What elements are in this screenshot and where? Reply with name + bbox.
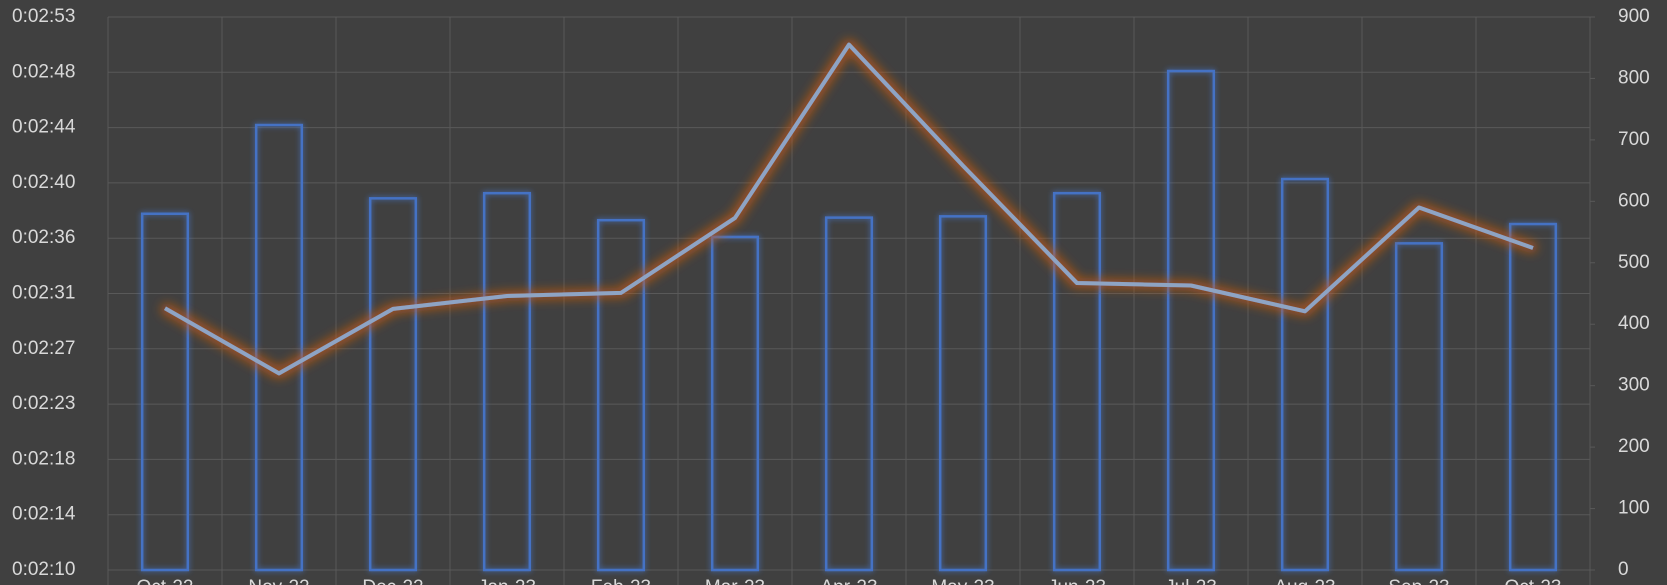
y-tick-label: 0:02:18: [12, 448, 75, 469]
y-tick-label: 0:02:53: [12, 6, 75, 27]
y-tick-label: 0:02:10: [12, 559, 75, 580]
y-tick-label: 0:02:36: [12, 227, 75, 248]
y2-tick-label: 600: [1618, 190, 1650, 211]
y-tick-label: 0:02:23: [12, 393, 75, 414]
x-tick-label: Oct-22: [136, 577, 193, 585]
x-tick-label: Oct-23: [1504, 577, 1561, 585]
x-tick-label: Feb-23: [591, 577, 651, 585]
bar: [824, 216, 874, 572]
x-tick-label: May-23: [931, 577, 994, 585]
x-tick-label: Sep-23: [1388, 577, 1449, 585]
bar: [140, 212, 190, 572]
y-tick-label: 0:02:44: [12, 117, 76, 138]
y-tick-label: 0:02:40: [12, 172, 75, 193]
x-tick-label: Nov-22: [248, 577, 309, 585]
bar: [368, 197, 418, 572]
x-tick-label: Jan-23: [478, 577, 536, 585]
y-tick-label: 0:02:48: [12, 61, 75, 82]
y2-tick-label: 100: [1618, 498, 1650, 519]
y2-tick-label: 700: [1618, 129, 1650, 150]
bar: [254, 123, 304, 572]
x-tick-label: Dec-22: [362, 577, 423, 585]
y2-tick-label: 400: [1618, 313, 1650, 334]
bar: [1166, 69, 1216, 572]
y2-tick-label: 900: [1618, 6, 1650, 27]
line: [164, 42, 1534, 376]
bar: [938, 215, 988, 572]
x-tick-label: Mar-23: [705, 577, 765, 585]
y2-tick-label: 300: [1618, 375, 1650, 396]
bar: [710, 235, 760, 572]
y-tick-label: 0:02:31: [12, 283, 75, 304]
bar: [596, 218, 646, 572]
y2-tick-label: 500: [1618, 252, 1650, 273]
x-tick-label: Jul-23: [1165, 577, 1217, 585]
bar: [1280, 177, 1330, 572]
bar: [482, 191, 532, 572]
x-tick-label: Apr-23: [820, 577, 877, 585]
bar: [1394, 242, 1444, 572]
y-tick-label: 0:02:27: [12, 338, 75, 359]
bar: [1508, 222, 1558, 572]
y2-tick-label: 800: [1618, 67, 1650, 88]
y2-tick-label: 0: [1618, 559, 1629, 580]
x-tick-label: Aug-23: [1274, 577, 1335, 585]
y-tick-label: 0:02:14: [12, 504, 76, 525]
x-tick-label: Jun-23: [1048, 577, 1106, 585]
bar: [1052, 191, 1102, 572]
y2-tick-label: 200: [1618, 436, 1650, 457]
